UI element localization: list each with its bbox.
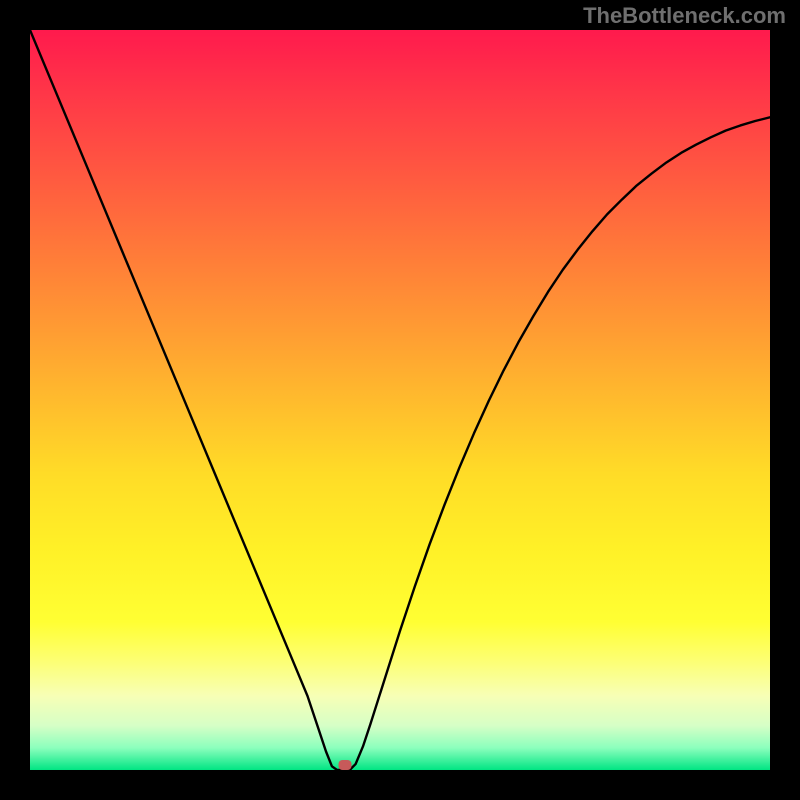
- minimum-marker: [339, 760, 352, 770]
- chart-container: TheBottleneck.com: [0, 0, 800, 800]
- background-gradient: [30, 30, 770, 770]
- plot-area: [30, 30, 770, 770]
- watermark-text: TheBottleneck.com: [583, 3, 786, 29]
